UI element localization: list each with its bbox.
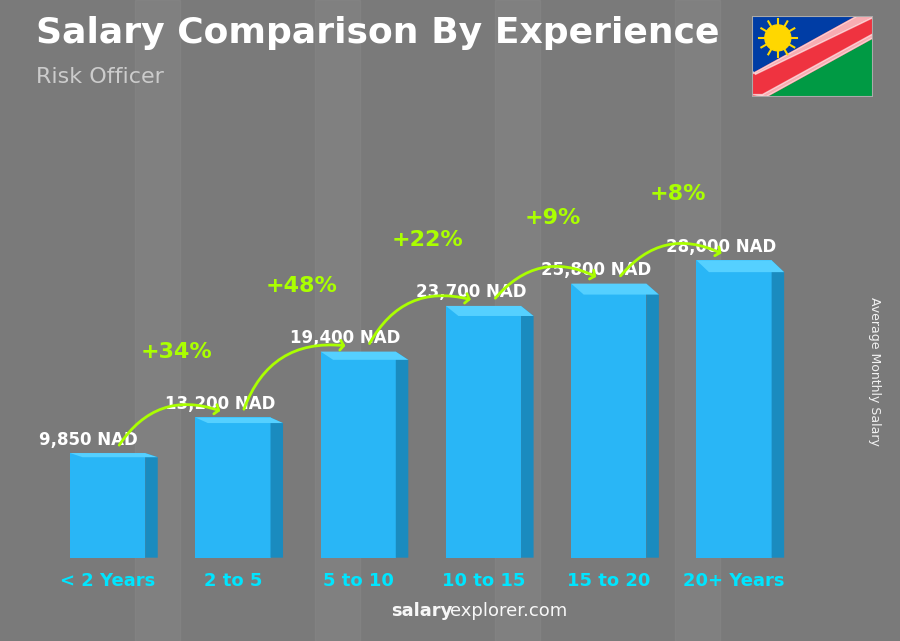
Polygon shape: [70, 453, 145, 558]
Bar: [675, 0, 720, 641]
Text: Salary Comparison By Experience: Salary Comparison By Experience: [36, 16, 719, 50]
Text: 23,700 NAD: 23,700 NAD: [416, 283, 526, 301]
Polygon shape: [145, 453, 158, 558]
Polygon shape: [521, 306, 534, 558]
Text: +8%: +8%: [650, 185, 706, 204]
Text: explorer.com: explorer.com: [450, 603, 567, 620]
Bar: [315, 0, 360, 641]
Text: +9%: +9%: [524, 208, 580, 228]
Polygon shape: [752, 15, 873, 97]
Polygon shape: [697, 260, 784, 272]
Polygon shape: [752, 34, 873, 97]
Polygon shape: [271, 417, 283, 558]
Polygon shape: [195, 417, 271, 558]
Polygon shape: [752, 15, 873, 97]
Text: 19,400 NAD: 19,400 NAD: [291, 329, 400, 347]
Text: +22%: +22%: [392, 230, 463, 250]
Polygon shape: [752, 15, 873, 97]
Polygon shape: [446, 306, 534, 316]
Polygon shape: [752, 15, 873, 74]
Polygon shape: [320, 352, 396, 558]
Polygon shape: [572, 283, 646, 558]
Text: salary: salary: [392, 603, 453, 620]
Bar: [135, 0, 180, 641]
Text: Risk Officer: Risk Officer: [36, 67, 164, 87]
Text: +34%: +34%: [140, 342, 212, 362]
Polygon shape: [771, 260, 784, 558]
Text: 25,800 NAD: 25,800 NAD: [541, 261, 652, 279]
Polygon shape: [195, 417, 283, 423]
Bar: [495, 0, 540, 641]
Text: +48%: +48%: [266, 276, 338, 296]
Text: 28,000 NAD: 28,000 NAD: [666, 238, 777, 256]
Polygon shape: [572, 283, 659, 295]
Polygon shape: [396, 352, 409, 558]
Text: 13,200 NAD: 13,200 NAD: [166, 395, 275, 413]
Polygon shape: [320, 352, 409, 360]
Text: 9,850 NAD: 9,850 NAD: [40, 431, 139, 449]
Polygon shape: [446, 306, 521, 558]
Polygon shape: [646, 283, 659, 558]
Polygon shape: [70, 453, 158, 457]
Circle shape: [765, 25, 791, 51]
Text: Average Monthly Salary: Average Monthly Salary: [868, 297, 881, 446]
Polygon shape: [697, 260, 771, 558]
